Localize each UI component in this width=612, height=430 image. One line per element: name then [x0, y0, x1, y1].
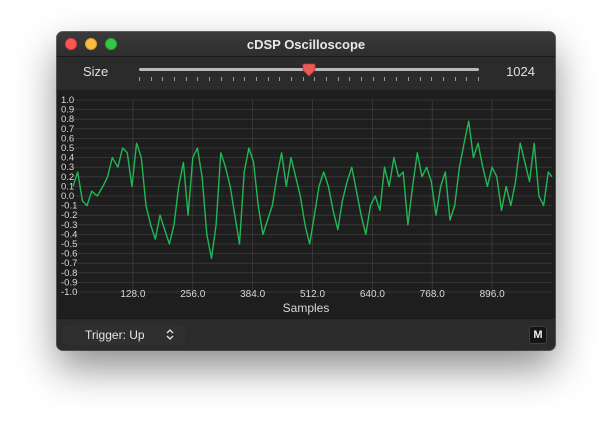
slider-tick: [431, 77, 433, 81]
x-tick-label: 640.0: [360, 289, 385, 300]
trigger-select-label: Trigger: Up: [85, 328, 145, 342]
y-axis-ticks: 1.00.90.80.70.60.50.40.30.20.10.0-0.1-0.…: [61, 95, 77, 298]
y-tick-label: 0.4: [61, 153, 74, 164]
slider-tick: [279, 77, 281, 81]
y-tick-label: 0.5: [61, 143, 74, 154]
slider-tick: [220, 77, 222, 81]
slider-tick: [267, 77, 269, 81]
slider-tick: [372, 77, 374, 81]
y-tick-label: 0.9: [61, 105, 74, 116]
title-bar: cDSP Oscilloscope: [57, 32, 555, 57]
slider-tick: [407, 77, 409, 81]
y-tick-label: 1.0: [61, 95, 74, 106]
y-tick-label: 0.6: [61, 133, 74, 144]
x-axis-label: Samples: [283, 301, 330, 315]
slider-tick: [396, 77, 398, 81]
y-tick-label: 0.0: [61, 191, 74, 202]
slider-tick: [326, 77, 328, 81]
slider-tick: [290, 77, 292, 81]
slider-tick: [244, 77, 246, 81]
y-tick-label: -0.1: [61, 201, 77, 212]
size-slider-ticks: [139, 77, 479, 83]
slider-tick: [478, 77, 479, 81]
y-tick-label: 0.2: [61, 172, 74, 183]
size-value: 1024: [506, 64, 535, 79]
x-tick-label: 128.0: [120, 289, 145, 300]
y-tick-label: 0.1: [61, 181, 74, 192]
slider-tick: [361, 77, 363, 81]
y-tick-label: -1.0: [61, 287, 77, 298]
slider-tick: [384, 77, 386, 81]
slider-tick: [174, 77, 176, 81]
y-tick-label: -0.5: [61, 239, 77, 250]
slider-tick: [302, 77, 304, 81]
y-tick-label: -0.2: [61, 210, 77, 221]
slider-tick: [209, 77, 211, 81]
status-bar: Trigger: Up M: [57, 318, 555, 350]
y-tick-label: -0.6: [61, 249, 77, 260]
y-tick-label: -0.8: [61, 268, 77, 279]
size-slider-thumb[interactable]: [302, 63, 316, 77]
signal-trace: [72, 120, 553, 260]
x-tick-label: 384.0: [240, 289, 265, 300]
slider-tick: [466, 77, 468, 81]
oscilloscope-window: cDSP Oscilloscope Size 1024 1.0 0.9 0.8 0.7…: [57, 32, 555, 350]
slider-tick: [232, 77, 234, 81]
x-axis-ticks: 128.0 256.0 384.0 512.0 640.0 768.0 896.0: [120, 289, 505, 300]
x-tick-label: 256.0: [180, 289, 205, 300]
close-window-button[interactable]: [65, 38, 77, 50]
chevron-up-down-icon: [165, 328, 175, 344]
y-tick-label: -0.9: [61, 277, 77, 288]
slider-tick: [419, 77, 421, 81]
minimize-window-button[interactable]: [85, 38, 97, 50]
slider-tick: [197, 77, 199, 81]
trigger-select[interactable]: Trigger: Up: [63, 325, 185, 345]
oscilloscope-plot: 1.0 0.9 0.8 0.7 0.6 0.5 0.4 0.3 0.2 0.1 0.0 -0.1 -0.…: [57, 90, 555, 318]
y-tick-label: 0.3: [61, 162, 74, 173]
oscilloscope-chart: 1.00.90.80.70.60.50.40.30.20.10.0-0.1-0.…: [61, 95, 553, 315]
y-tick-label: -0.7: [61, 258, 77, 269]
size-toolbar: Size 1024: [57, 57, 555, 89]
slider-tick: [442, 77, 444, 81]
y-tick-label: 0.7: [61, 124, 74, 135]
zoom-window-button[interactable]: [105, 38, 117, 50]
slider-tick: [337, 77, 339, 81]
slider-tick: [454, 77, 456, 81]
slider-tick: [150, 77, 152, 81]
slider-tick: [162, 77, 164, 81]
y-tick-label: -0.4: [61, 229, 77, 240]
x-tick-label: 768.0: [420, 289, 445, 300]
slider-tick: [349, 77, 351, 81]
slider-tick: [314, 77, 316, 81]
slider-tick: [255, 77, 257, 81]
mode-button[interactable]: M: [529, 326, 547, 344]
x-tick-label: 896.0: [480, 289, 505, 300]
y-tick-label: -0.3: [61, 220, 77, 231]
x-tick-label: 512.0: [300, 289, 325, 300]
y-tick-label: 0.8: [61, 114, 74, 125]
size-label: Size: [83, 64, 109, 79]
window-title: cDSP Oscilloscope: [246, 37, 366, 52]
slider-tick: [139, 77, 140, 81]
slider-tick: [185, 77, 187, 81]
